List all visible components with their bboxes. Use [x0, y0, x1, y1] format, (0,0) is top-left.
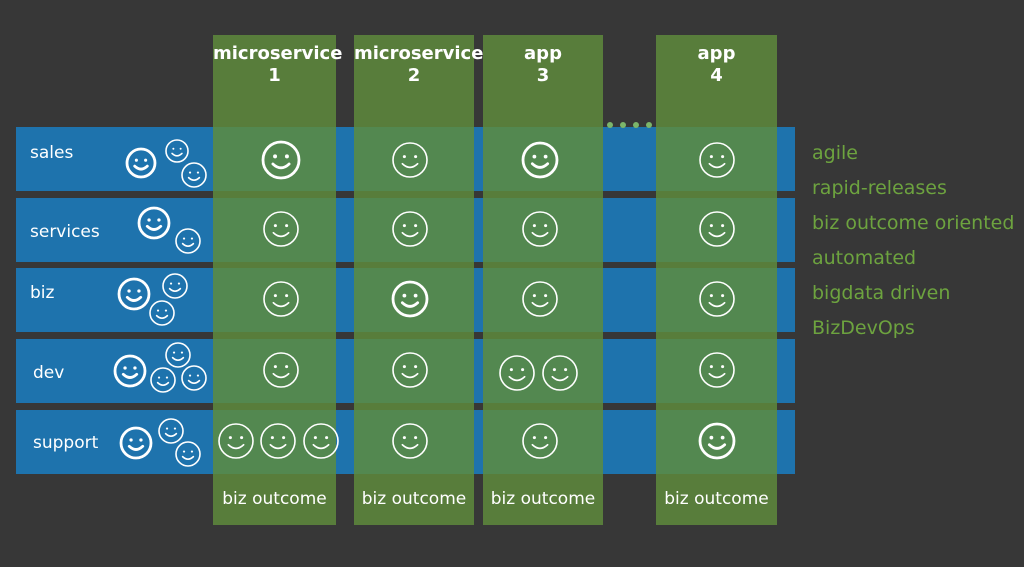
column-footer: biz outcome [664, 489, 769, 509]
smiley-icon [521, 141, 559, 179]
smiley-icon [261, 140, 301, 180]
smiley-icon [117, 277, 151, 311]
column-header: microservice 2 [354, 43, 484, 86]
smiley-icon [158, 418, 184, 444]
column-microservice-1: microservice 1 biz outcome [213, 35, 343, 525]
column-footer: biz outcome [361, 489, 467, 509]
smiley-icon [542, 355, 578, 391]
dot [633, 122, 639, 128]
smiley-icon [698, 422, 736, 460]
row-label: sales [30, 143, 74, 163]
smiley-icon [263, 281, 299, 317]
smiley-icon [150, 367, 176, 393]
smiley-icon [137, 206, 171, 240]
column-footer: biz outcome [490, 489, 596, 509]
ellipsis-dots [607, 113, 659, 132]
smiley-icon [263, 211, 299, 247]
smiley-icon [392, 352, 428, 388]
attribute-item: agile [812, 142, 858, 164]
smiley-icon [303, 423, 339, 459]
column-microservice-2: microservice 2 biz outcome [354, 35, 484, 525]
dot [646, 122, 652, 128]
row-label: support [33, 433, 99, 453]
smiley-icon [499, 355, 535, 391]
attribute-list: agile rapid-releases biz outcome oriente… [812, 136, 1014, 346]
smiley-icon [522, 281, 558, 317]
smiley-icon [391, 280, 429, 318]
smiley-icon [175, 441, 201, 467]
smiley-icon [522, 423, 558, 459]
smiley-icon [113, 354, 147, 388]
smiley-icon [119, 426, 153, 460]
row-label: biz [30, 283, 55, 303]
column-app-4: app 4 biz outcome [656, 35, 777, 525]
attribute-item: biz outcome oriented [812, 212, 1015, 234]
dot [620, 122, 626, 128]
smiley-icon [175, 228, 201, 254]
attribute-item: BizDevOps [812, 317, 915, 339]
smiley-icon [699, 281, 735, 317]
column-app-3: app 3 biz outcome [483, 35, 603, 525]
smiley-icon [392, 211, 428, 247]
smiley-icon [162, 273, 188, 299]
smiley-icon [165, 342, 191, 368]
smiley-icon [263, 352, 299, 388]
smiley-icon [260, 423, 296, 459]
dot [607, 122, 613, 128]
column-header: app 4 [697, 43, 736, 86]
smiley-icon [699, 142, 735, 178]
attribute-item: rapid-releases [812, 177, 947, 199]
smiley-icon [181, 365, 207, 391]
smiley-icon [165, 139, 189, 163]
column-header: app 3 [524, 43, 562, 86]
row-label: services [30, 222, 100, 242]
smiley-icon [181, 162, 207, 188]
smiley-icon [392, 142, 428, 178]
column-header: microservice 1 [213, 43, 343, 86]
smiley-icon [699, 211, 735, 247]
row-label: dev [33, 363, 65, 383]
attribute-item: bigdata driven [812, 282, 951, 304]
smiley-icon [522, 211, 558, 247]
attribute-item: automated [812, 247, 917, 269]
column-footer: biz outcome [222, 489, 327, 509]
smiley-icon [392, 423, 428, 459]
smiley-icon [125, 147, 157, 179]
smiley-icon [699, 352, 735, 388]
smiley-icon [218, 423, 254, 459]
smiley-icon [149, 300, 175, 326]
